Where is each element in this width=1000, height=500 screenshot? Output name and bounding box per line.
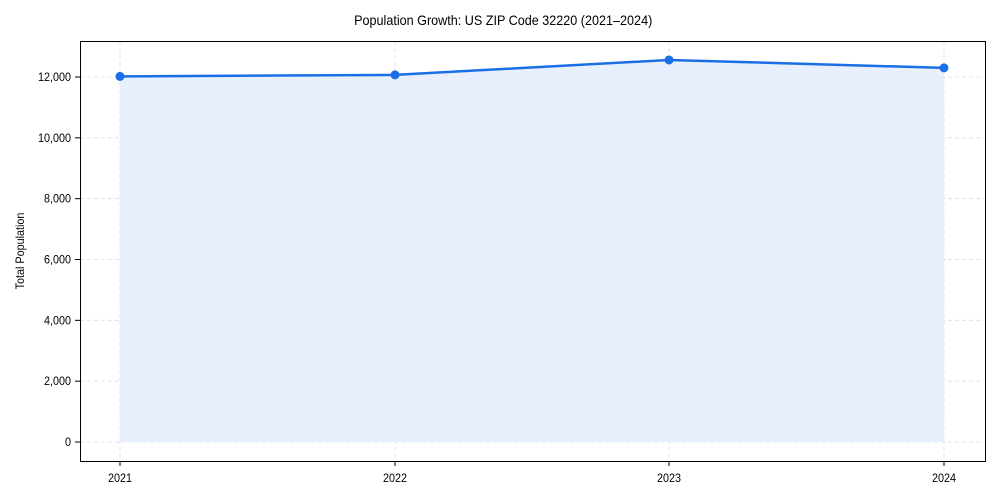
y-tick-label: 0 [65,437,71,450]
data-points [115,55,949,81]
data-point-marker [939,63,949,73]
x-tick-label: 2022 [383,473,407,486]
x-tick-label: 2023 [657,473,681,486]
data-point-marker [390,70,400,80]
x-tick-label: 2024 [932,473,957,486]
y-tick-label: 8,000 [44,193,71,206]
y-tick-label: 12,000 [38,72,71,85]
chart-title: Population Growth: US ZIP Code 32220 (20… [354,12,653,28]
area-fill [120,59,944,442]
y-tick-label: 2,000 [44,376,71,389]
data-point-marker [664,55,674,65]
y-tick-label: 6,000 [44,254,71,267]
y-tick-label: 10,000 [38,132,71,145]
x-axis-ticks: 2021 2022 2023 2024 [108,461,957,485]
data-line [119,58,945,78]
y-tick-label: 4,000 [44,315,71,328]
x-tick-label: 2021 [108,473,132,486]
data-point-marker [115,71,125,81]
y-axis-ticks: 0 2,000 4,000 6,000 8,000 10,000 12,000 [38,72,80,450]
plot-frame [80,41,986,462]
